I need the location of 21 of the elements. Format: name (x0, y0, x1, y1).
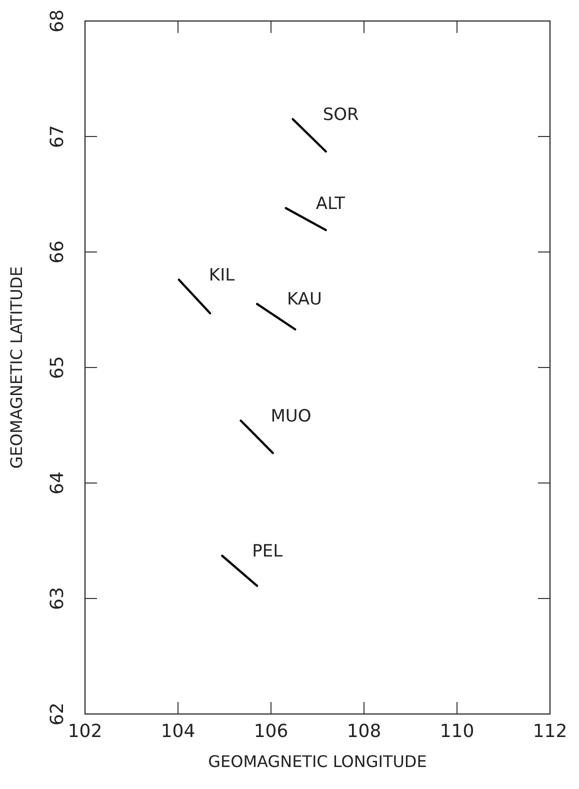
series-label: PEL (252, 541, 284, 562)
series-label: SOR (322, 104, 360, 125)
y-axis-title: GEOMAGNETIC LATITUDE (7, 266, 26, 469)
y-tick-label: 62 (47, 702, 68, 726)
y-tick-label: 66 (47, 240, 68, 264)
series-label: MUO (270, 406, 312, 426)
x-tick-label: 112 (532, 720, 568, 742)
y-tick-label: 64 (47, 472, 68, 494)
x-tick-label: 104 (160, 720, 196, 742)
x-tick-label: 110 (440, 720, 474, 742)
series-label: KIL (208, 265, 236, 286)
series-label: KAU (287, 290, 322, 310)
x-axis-title: GEOMAGNETIC LONGITUDE (208, 752, 427, 771)
series-label: ALT (316, 194, 346, 214)
y-tick-label: 65 (47, 356, 68, 379)
x-tick-label: 106 (254, 720, 288, 742)
y-tick-label: 67 (47, 125, 68, 148)
x-tick-label: 102 (68, 720, 102, 742)
y-tick-label: 63 (47, 587, 68, 610)
x-tick-label: 108 (346, 720, 382, 742)
y-tick-label: 68 (47, 10, 68, 32)
